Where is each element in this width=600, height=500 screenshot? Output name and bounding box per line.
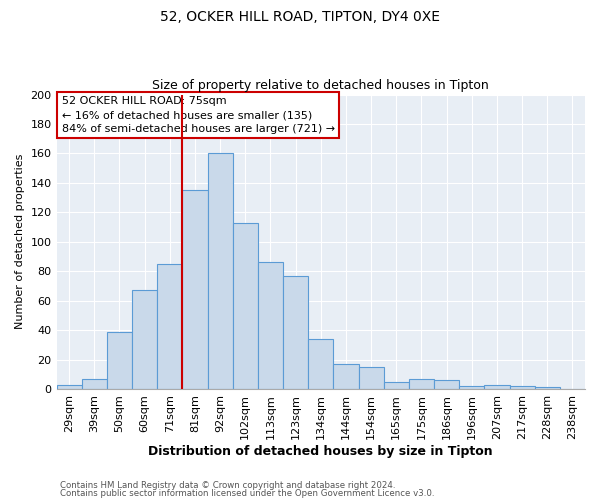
X-axis label: Distribution of detached houses by size in Tipton: Distribution of detached houses by size … [148, 444, 493, 458]
Bar [258, 262, 283, 389]
Bar [132, 290, 157, 389]
Bar [484, 384, 509, 389]
Bar [182, 190, 208, 389]
Bar [409, 378, 434, 389]
Text: 52, OCKER HILL ROAD, TIPTON, DY4 0XE: 52, OCKER HILL ROAD, TIPTON, DY4 0XE [160, 10, 440, 24]
Text: 52 OCKER HILL ROAD: 75sqm
← 16% of detached houses are smaller (135)
84% of semi: 52 OCKER HILL ROAD: 75sqm ← 16% of detac… [62, 96, 335, 134]
Title: Size of property relative to detached houses in Tipton: Size of property relative to detached ho… [152, 79, 489, 92]
Bar [283, 276, 308, 389]
Bar [334, 364, 359, 389]
Bar [535, 388, 560, 389]
Bar [208, 154, 233, 389]
Bar [233, 222, 258, 389]
Bar [359, 367, 383, 389]
Bar [308, 339, 334, 389]
Bar [383, 382, 409, 389]
Y-axis label: Number of detached properties: Number of detached properties [15, 154, 25, 330]
Bar [82, 378, 107, 389]
Text: Contains HM Land Registry data © Crown copyright and database right 2024.: Contains HM Land Registry data © Crown c… [60, 481, 395, 490]
Bar [509, 386, 535, 389]
Bar [107, 332, 132, 389]
Bar [56, 384, 82, 389]
Text: Contains public sector information licensed under the Open Government Licence v3: Contains public sector information licen… [60, 488, 434, 498]
Bar [459, 386, 484, 389]
Bar [157, 264, 182, 389]
Bar [434, 380, 459, 389]
